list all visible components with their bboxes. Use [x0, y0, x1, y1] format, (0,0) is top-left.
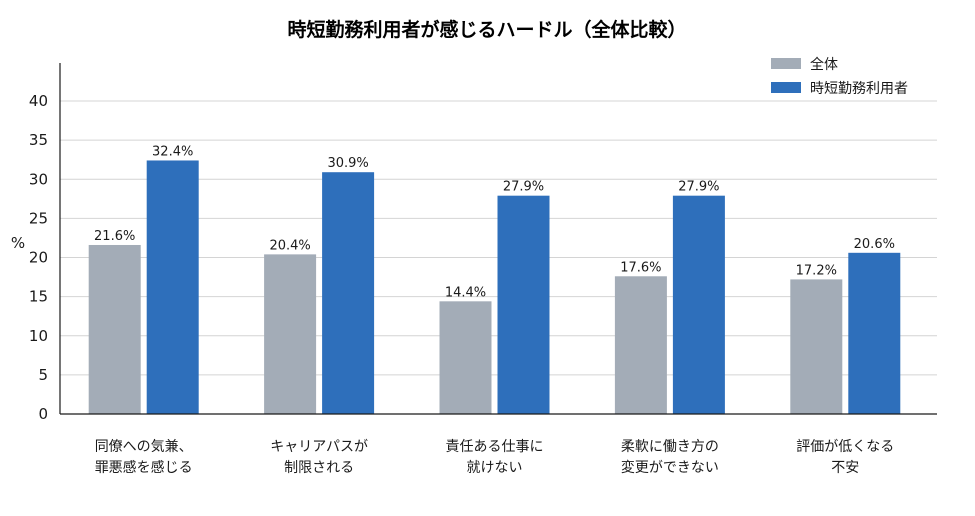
category-label: キャリアパスが制限される	[270, 439, 368, 476]
category-label: 責任ある仕事に就けない	[446, 439, 544, 476]
chart-title: 時短勤務利用者が感じるハードル（全体比較）	[287, 18, 686, 41]
data-label: 27.9%	[678, 180, 719, 195]
category-label-line: 柔軟に働き方の	[621, 439, 719, 455]
category-label-line: 就けない	[467, 460, 523, 476]
legend-swatch	[771, 82, 801, 93]
bar-series	[88, 160, 901, 414]
y-tick-label: 15	[29, 288, 48, 306]
data-label: 17.6%	[620, 260, 661, 275]
data-label: 17.2%	[796, 263, 837, 278]
bar	[790, 279, 843, 414]
bar	[672, 195, 725, 414]
data-label: 14.4%	[445, 285, 486, 300]
category-label-line: 同僚への気兼、	[95, 439, 193, 455]
bar	[497, 195, 550, 414]
legend-label: 時短勤務利用者	[810, 81, 908, 97]
y-tick-label: 0	[38, 405, 48, 423]
bar	[439, 301, 492, 414]
data-label: 20.4%	[269, 238, 310, 253]
data-label: 30.9%	[327, 156, 368, 171]
y-tick-label: 20	[29, 249, 48, 267]
category-label-line: キャリアパスが	[270, 439, 368, 455]
bar	[146, 160, 199, 414]
data-label: 20.6%	[854, 237, 895, 252]
bar	[264, 254, 317, 414]
data-label: 27.9%	[503, 180, 544, 195]
y-tick-label: 35	[29, 131, 48, 149]
bar	[322, 172, 375, 414]
data-label: 32.4%	[152, 144, 193, 159]
category-label-line: 不安	[831, 460, 859, 476]
bar	[88, 244, 141, 414]
legend-swatch	[771, 58, 801, 69]
category-label-line: 評価が低くなる	[796, 439, 894, 455]
category-label-line: 変更ができない	[621, 459, 719, 476]
category-label-line: 責任ある仕事に	[446, 439, 544, 455]
y-axis-ticks: 0 5 10 15 20 25 30 35 40	[29, 92, 48, 423]
data-labels: 21.6% 32.4% 20.4% 30.9% 14.4% 27.9% 17.6% 27.9%…	[94, 144, 895, 300]
category-label-line: 制限される	[284, 460, 354, 476]
bar	[614, 276, 667, 414]
y-axis-label: %	[11, 234, 25, 252]
y-tick-label: 10	[29, 327, 48, 345]
category-label-line: 罪悪感を感じる	[95, 459, 193, 476]
y-tick-label: 40	[29, 92, 48, 110]
category-label: 評価が低くなる不安	[796, 439, 894, 476]
category-label: 同僚への気兼、罪悪感を感じる	[95, 439, 193, 476]
y-tick-label: 30	[29, 170, 48, 188]
y-tick-label: 25	[29, 209, 48, 227]
category-label: 柔軟に働き方の変更ができない	[621, 439, 719, 476]
legend-label: 全体	[810, 56, 838, 73]
bar	[848, 252, 901, 414]
category-labels: 同僚への気兼、罪悪感を感じる キャリアパスが制限される 責任ある仕事に就けない 柔軟に…	[95, 439, 895, 476]
y-tick-label: 5	[38, 366, 48, 384]
data-label: 21.6%	[94, 229, 135, 244]
